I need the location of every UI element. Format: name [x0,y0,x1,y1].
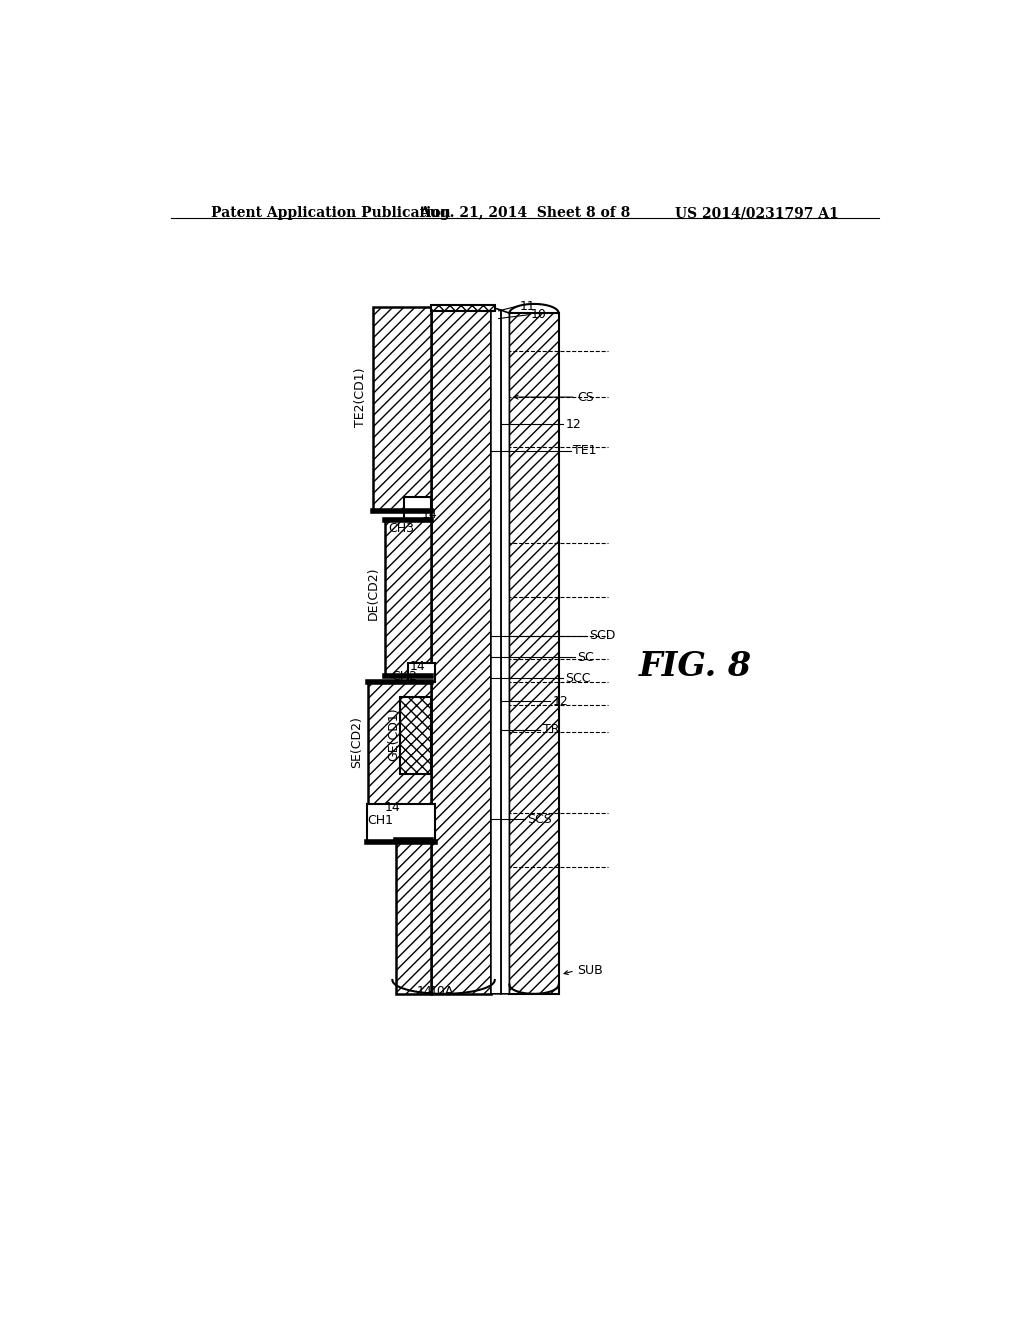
Polygon shape [368,682,431,805]
Text: 14: 14 [422,508,437,520]
Polygon shape [490,308,501,994]
Polygon shape [396,840,431,994]
Text: 12: 12 [553,694,568,708]
Text: SCS: SCS [527,813,552,825]
Text: SUB: SUB [578,964,603,977]
Text: DE(CD2): DE(CD2) [367,566,380,620]
Polygon shape [400,697,431,775]
Text: 14: 14 [417,985,433,998]
Text: GE(CD1): GE(CD1) [387,708,400,762]
Text: TE1: TE1 [573,445,597,458]
Polygon shape [385,520,431,676]
Text: 11: 11 [519,300,536,313]
Polygon shape [408,663,435,682]
Text: CS: CS [578,391,594,404]
Text: Aug. 21, 2014  Sheet 8 of 8: Aug. 21, 2014 Sheet 8 of 8 [419,206,631,220]
Text: 14: 14 [410,660,426,673]
Text: FIG. 8: FIG. 8 [639,651,752,684]
Text: CH2: CH2 [391,671,417,684]
Text: SC: SC [578,651,594,664]
Text: TE2(CD1): TE2(CD1) [353,367,367,426]
Text: CH1: CH1 [368,814,393,828]
Text: SE(CD2): SE(CD2) [349,717,362,768]
Polygon shape [509,313,559,994]
Polygon shape [431,308,490,994]
Text: 10A: 10A [429,985,454,998]
Polygon shape [367,804,435,842]
Text: 12: 12 [565,417,582,430]
Polygon shape [403,498,431,520]
Text: CH3: CH3 [388,521,415,535]
Polygon shape [431,305,495,312]
Text: US 2014/0231797 A1: US 2014/0231797 A1 [675,206,839,220]
Text: SCD: SCD [589,630,615,643]
Polygon shape [373,308,431,511]
Text: SCC: SCC [565,672,591,685]
Polygon shape [501,310,509,994]
Text: 14: 14 [385,801,400,814]
Text: Patent Application Publication: Patent Application Publication [211,206,451,220]
Text: TR: TR [543,723,559,737]
Text: 10: 10 [531,308,547,321]
